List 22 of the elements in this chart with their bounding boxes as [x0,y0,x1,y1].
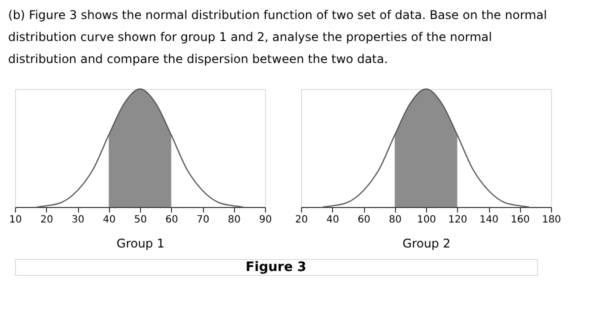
x-tick-label: 20 [295,214,308,226]
x-tick-label: 40 [326,214,340,226]
x-tick-label: 10 [9,214,22,226]
x-tick-label: 100 [416,214,436,226]
x-axis-title: Group 2 [402,236,450,250]
x-tick-label: 50 [134,214,147,226]
x-tick-label: 120 [448,214,468,226]
x-tick-label: 30 [72,214,84,226]
x-axis-title: Group 1 [116,236,164,250]
x-tick-label: 180 [542,214,562,226]
x-tick-label: 90 [259,214,272,226]
x-tick-label: 80 [228,214,241,226]
x-tick-label: 60 [358,214,370,226]
x-tick-label: 70 [196,214,210,226]
x-tick-label: 40 [102,214,116,226]
x-tick-label: 20 [40,214,54,226]
caption: Figure 3 [246,260,306,275]
x-tick-label: 80 [388,214,402,226]
x-tick-label: 140 [479,214,499,226]
chart-title: (b) Figure 3 shows the normal distribution function of two set of data. Base on the normal distribution curve shown for group 1 and 2, analyse the properties of the normal distribution and compare the dispersion between the two data. [8,8,547,66]
x-tick-label: 60 [165,214,178,226]
x-tick-label: 160 [510,214,530,226]
